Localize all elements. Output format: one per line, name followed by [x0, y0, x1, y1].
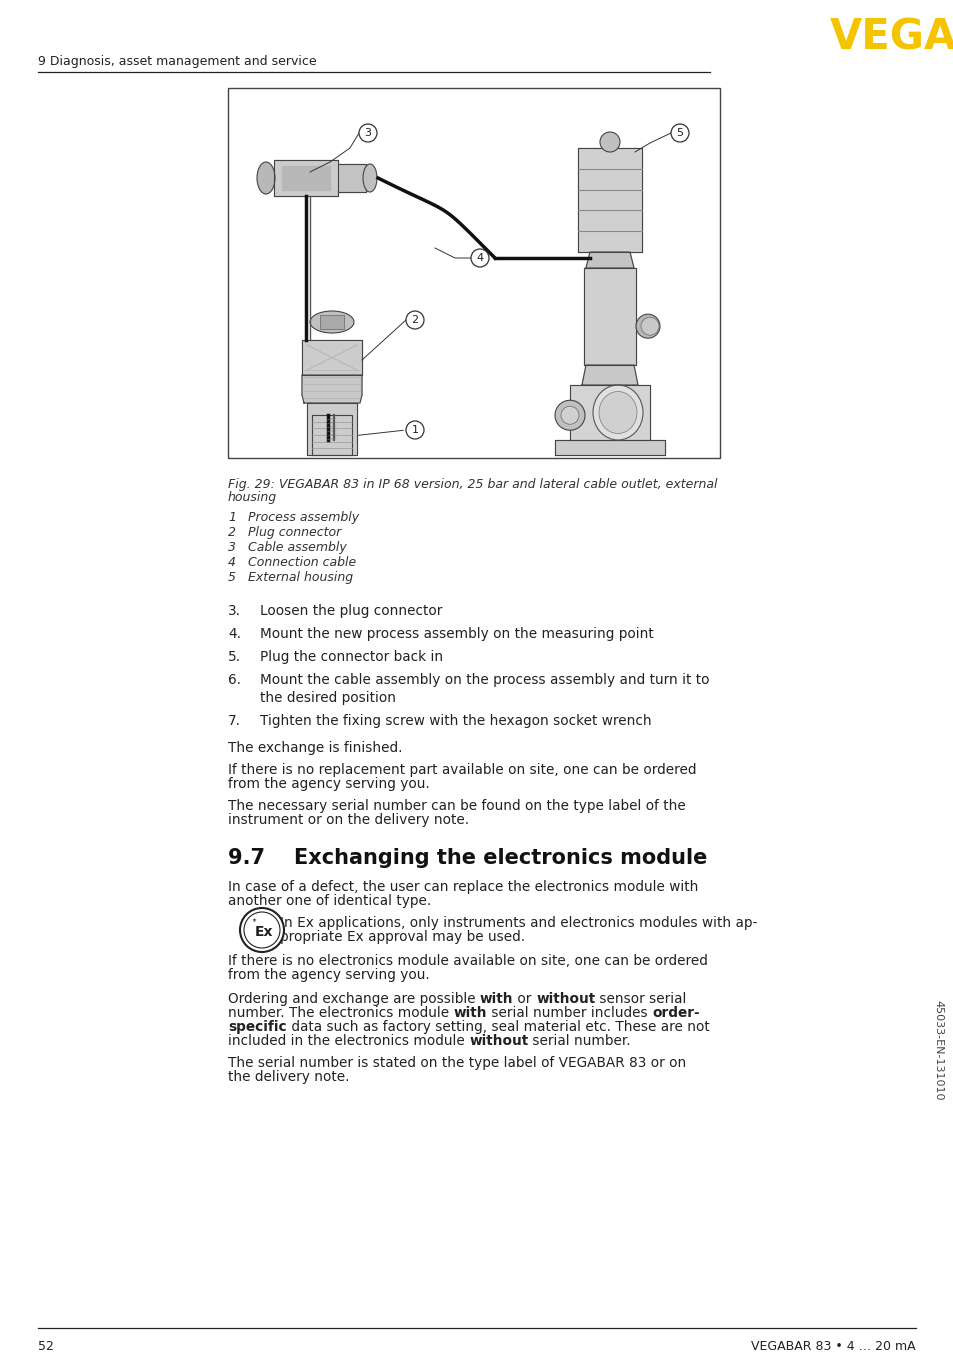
- Polygon shape: [302, 375, 361, 403]
- Text: External housing: External housing: [248, 571, 353, 584]
- Text: Mount the cable assembly on the process assembly and turn it to: Mount the cable assembly on the process …: [260, 673, 709, 686]
- Circle shape: [358, 125, 376, 142]
- Polygon shape: [274, 160, 337, 196]
- Text: with: with: [453, 1006, 486, 1020]
- Text: Process assembly: Process assembly: [248, 510, 358, 524]
- Text: another one of identical type.: another one of identical type.: [228, 894, 431, 909]
- Circle shape: [240, 909, 284, 952]
- Text: 45033-EN-131010: 45033-EN-131010: [932, 999, 942, 1101]
- Text: 5: 5: [228, 571, 235, 584]
- Ellipse shape: [598, 391, 637, 433]
- Text: 1: 1: [228, 510, 235, 524]
- Circle shape: [406, 421, 423, 439]
- Text: from the agency serving you.: from the agency serving you.: [228, 968, 429, 982]
- Polygon shape: [585, 252, 634, 268]
- Ellipse shape: [256, 162, 274, 194]
- Text: 3.: 3.: [228, 604, 241, 617]
- Polygon shape: [555, 440, 664, 455]
- Text: If there is no electronics module available on site, one can be ordered: If there is no electronics module availa…: [228, 955, 707, 968]
- Text: 9 Diagnosis, asset management and service: 9 Diagnosis, asset management and servic…: [38, 56, 316, 69]
- Text: Plug the connector back in: Plug the connector back in: [260, 650, 442, 663]
- Text: 9.7    Exchanging the electronics module: 9.7 Exchanging the electronics module: [228, 848, 706, 868]
- Text: If there is no replacement part available on site, one can be ordered: If there is no replacement part availabl…: [228, 764, 696, 777]
- Text: without: without: [469, 1034, 528, 1048]
- Text: 2: 2: [228, 525, 235, 539]
- Text: The necessary serial number can be found on the type label of the: The necessary serial number can be found…: [228, 799, 685, 812]
- Text: ★: ★: [252, 918, 256, 922]
- Text: the desired position: the desired position: [260, 691, 395, 705]
- Circle shape: [471, 249, 489, 267]
- Polygon shape: [583, 268, 636, 366]
- Ellipse shape: [640, 317, 659, 336]
- Circle shape: [244, 913, 280, 948]
- Text: sensor serial: sensor serial: [595, 992, 686, 1006]
- Text: 7.: 7.: [228, 714, 241, 728]
- Bar: [319, 315, 344, 329]
- Text: serial number.: serial number.: [528, 1034, 630, 1048]
- Text: 2: 2: [411, 315, 418, 325]
- Text: The serial number is stated on the type label of VEGABAR 83 or on: The serial number is stated on the type …: [228, 1056, 685, 1070]
- Text: the delivery note.: the delivery note.: [228, 1070, 349, 1085]
- Text: serial number includes: serial number includes: [486, 1006, 651, 1020]
- Circle shape: [555, 401, 584, 431]
- Text: 5.: 5.: [228, 650, 241, 663]
- Text: 4: 4: [228, 556, 235, 569]
- Ellipse shape: [636, 314, 659, 338]
- Text: propriate Ex approval may be used.: propriate Ex approval may be used.: [280, 930, 524, 944]
- Circle shape: [599, 131, 619, 152]
- Text: VEGABAR 83 • 4 … 20 mA: VEGABAR 83 • 4 … 20 mA: [751, 1340, 915, 1353]
- Text: or: or: [513, 992, 536, 1006]
- Text: In Ex applications, only instruments and electronics modules with ap-: In Ex applications, only instruments and…: [280, 917, 757, 930]
- Polygon shape: [282, 167, 330, 190]
- Text: without: without: [536, 992, 595, 1006]
- Circle shape: [560, 406, 578, 424]
- Text: number. The electronics module: number. The electronics module: [228, 1006, 453, 1020]
- Text: included in the electronics module: included in the electronics module: [228, 1034, 469, 1048]
- Text: from the agency serving you.: from the agency serving you.: [228, 777, 429, 791]
- Text: order-: order-: [651, 1006, 699, 1020]
- Text: instrument or on the delivery note.: instrument or on the delivery note.: [228, 812, 469, 827]
- Circle shape: [406, 311, 423, 329]
- Text: Ex: Ex: [254, 925, 273, 940]
- Text: The exchange is finished.: The exchange is finished.: [228, 741, 402, 756]
- Text: 3: 3: [364, 129, 371, 138]
- Text: 4: 4: [476, 253, 483, 263]
- Ellipse shape: [363, 164, 376, 192]
- Text: Cable assembly: Cable assembly: [248, 542, 346, 554]
- Ellipse shape: [593, 385, 642, 440]
- Text: Fig. 29: VEGABAR 83 in IP 68 version, 25 bar and lateral cable outlet, external: Fig. 29: VEGABAR 83 in IP 68 version, 25…: [228, 478, 717, 492]
- Polygon shape: [569, 385, 649, 440]
- Text: In case of a defect, the user can replace the electronics module with: In case of a defect, the user can replac…: [228, 880, 698, 894]
- Bar: [228, 88, 720, 458]
- Ellipse shape: [310, 311, 354, 333]
- Polygon shape: [337, 164, 366, 192]
- Text: Tighten the fixing screw with the hexagon socket wrench: Tighten the fixing screw with the hexago…: [260, 714, 651, 728]
- Polygon shape: [581, 366, 638, 385]
- Text: 1: 1: [411, 425, 418, 435]
- Text: 6.: 6.: [228, 673, 241, 686]
- Text: housing: housing: [228, 492, 276, 504]
- Text: Mount the new process assembly on the measuring point: Mount the new process assembly on the me…: [260, 627, 653, 640]
- Text: data such as factory setting, seal material etc. These are not: data such as factory setting, seal mater…: [286, 1020, 709, 1034]
- Text: VEGA: VEGA: [829, 18, 953, 60]
- Text: 5: 5: [676, 129, 682, 138]
- Polygon shape: [307, 403, 356, 455]
- Text: Connection cable: Connection cable: [248, 556, 355, 569]
- Text: 52: 52: [38, 1340, 53, 1353]
- Circle shape: [670, 125, 688, 142]
- Polygon shape: [302, 340, 361, 375]
- Text: Plug connector: Plug connector: [248, 525, 341, 539]
- Text: 4.: 4.: [228, 627, 241, 640]
- Text: specific: specific: [228, 1020, 286, 1034]
- Text: with: with: [479, 992, 513, 1006]
- Text: Loosen the plug connector: Loosen the plug connector: [260, 604, 442, 617]
- Text: Ordering and exchange are possible: Ordering and exchange are possible: [228, 992, 479, 1006]
- Polygon shape: [578, 148, 641, 252]
- Text: 3: 3: [228, 542, 235, 554]
- Polygon shape: [312, 414, 352, 455]
